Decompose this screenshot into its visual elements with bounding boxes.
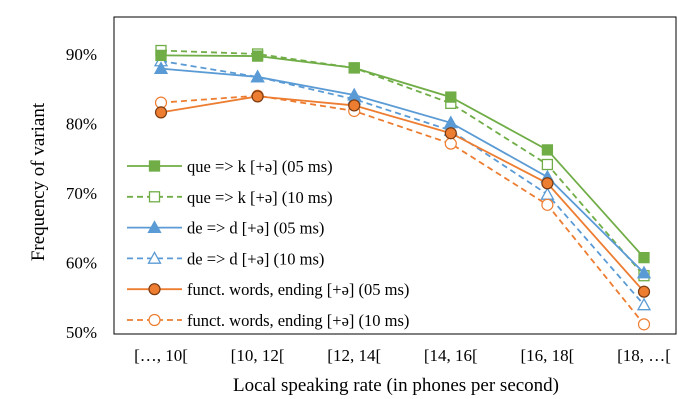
x-tick-label: […, 10[ [134, 346, 188, 365]
legend-entry: que => k [+ə] (10 ms) [127, 188, 333, 207]
legend-marker [147, 251, 162, 264]
series-0 [155, 49, 650, 264]
data-point [444, 137, 457, 150]
legend-marker [148, 283, 161, 296]
x-tick-label: [16, 18[ [520, 346, 574, 365]
x-axis-label: Local speaking rate (in phones per secon… [233, 375, 559, 396]
data-point [637, 318, 651, 331]
legend-marker [148, 313, 161, 327]
y-tick-label: 60% [66, 254, 97, 273]
y-tick-labels: 50% 60% 70% 80% 90% [66, 45, 97, 342]
x-tick-label: [18, …[ [617, 346, 671, 365]
series-4 [154, 90, 651, 298]
legend-label: funct. words, ending [+ə] (05 ms) [187, 280, 409, 299]
legend-entry: de => d [+ə] (10 ms) [127, 249, 324, 268]
legend-entry: funct. words, ending [+ə] (10 ms) [127, 311, 409, 330]
y-tick-label: 80% [66, 115, 97, 134]
data-point [155, 49, 167, 62]
legend-label: de => d [+ə] (05 ms) [187, 219, 324, 238]
x-tick-label: [12, 14[ [327, 346, 381, 365]
legend-entry: de => d [+ə] (05 ms) [127, 219, 324, 238]
series-line [160, 94, 645, 325]
series-line [160, 54, 645, 259]
series-layer [153, 44, 652, 331]
x-tick-label: [14, 16[ [424, 346, 478, 365]
legend-label: que => k [+ə] (10 ms) [187, 188, 333, 207]
data-point [444, 127, 457, 140]
series-line [160, 95, 645, 293]
data-point [251, 90, 264, 103]
data-point [541, 177, 554, 190]
plot-frame [113, 16, 677, 335]
legend: que => k [+ə] (05 ms) que => k [+ə] (10 m… [127, 157, 409, 330]
data-point [348, 99, 361, 112]
data-point [541, 198, 554, 211]
legend-label: de => d [+ə] (10 ms) [187, 249, 324, 268]
x-tick-labels: […, 10[ [10, 12[ [12, 14[ [14, 16[ [16, 18[ [… [134, 346, 671, 365]
data-point [445, 91, 457, 103]
y-tick-label: 90% [66, 45, 97, 64]
y-axis-label: Frequency of variant [28, 102, 49, 261]
data-point [637, 285, 651, 298]
x-tick-label: [10, 12[ [231, 346, 285, 365]
data-point [348, 62, 360, 74]
series-line [160, 60, 645, 306]
series-2 [153, 61, 652, 279]
legend-marker [148, 191, 161, 203]
y-tick-label: 50% [66, 323, 97, 342]
legend-marker [147, 220, 162, 234]
data-point [636, 265, 652, 279]
data-point [153, 61, 169, 75]
legend-entry: funct. words, ending [+ə] (05 ms) [127, 280, 409, 299]
legend-label: que => k [+ə] (05 ms) [187, 157, 333, 176]
data-point [636, 297, 652, 311]
data-point [638, 251, 650, 264]
legend-marker [148, 160, 161, 172]
legend-label: funct. words, ending [+ə] (10 ms) [187, 311, 409, 330]
series-line [160, 67, 645, 274]
data-point [250, 69, 265, 83]
legend-entry: que => k [+ə] (05 ms) [127, 157, 333, 176]
series-line [160, 49, 645, 277]
data-point [541, 158, 554, 171]
data-point [251, 50, 264, 62]
y-tick-label: 70% [66, 184, 97, 203]
data-point [154, 106, 168, 119]
data-point [541, 144, 554, 156]
